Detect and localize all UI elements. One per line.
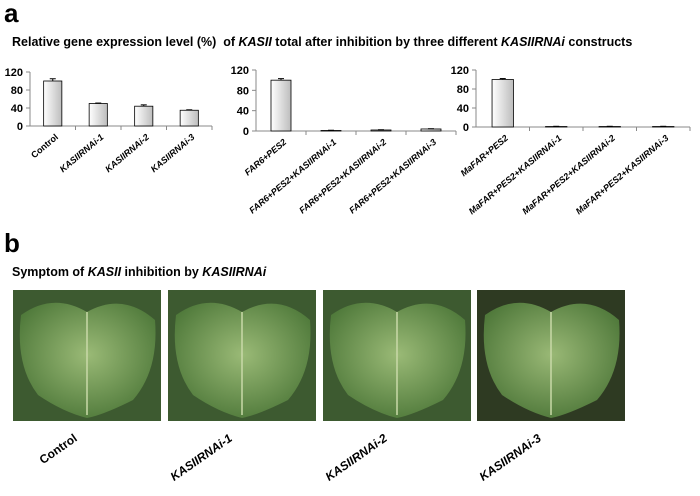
x-tick-label: MaFAR+PES2 [459, 133, 510, 178]
panel-subtitle: Symptom of KASII inhibition by KASIIRNAi [12, 265, 267, 279]
x-tick-label: FAR6+PES2+KASIIRNAi-3 [347, 137, 438, 216]
x-tick-label: FAR6+PES2+KASIIRNAi-2 [297, 137, 388, 216]
x-tick-label: MaFAR+PES2+KASIIRNAi-2 [520, 133, 617, 217]
bar [491, 79, 514, 128]
panel-title: Relative gene expression level (%) of KA… [12, 35, 632, 49]
x-tick-label: KASIIRNAi-2 [103, 132, 151, 174]
y-tick-label: 0 [463, 122, 469, 134]
title-segment: inhibition by [121, 265, 202, 279]
bar [88, 103, 108, 127]
x-tick-label: FAR6+PES2+KASIIRNAi-1 [247, 137, 338, 216]
x-tick-label: MaFAR+PES2+KASIIRNAi-1 [467, 133, 564, 217]
y-tick-label: 40 [11, 103, 23, 115]
title-segment: KASIIRNAi [501, 35, 565, 49]
title-segment: KASIIRNAi [202, 265, 266, 279]
y-tick-label: 120 [231, 65, 249, 77]
bar [179, 109, 199, 127]
title-segment: Relative gene expression level (%) of [12, 35, 238, 49]
x-tick-label: KASIIRNAi-1 [58, 132, 106, 174]
y-tick-label: 0 [243, 126, 249, 138]
title-segment: KASII [238, 35, 272, 49]
y-tick-label: 40 [457, 103, 469, 115]
bar [420, 128, 442, 132]
y-tick-label: 80 [237, 85, 249, 97]
y-tick-label: 0 [17, 121, 23, 133]
y-tick-label: 120 [451, 65, 469, 77]
y-tick-label: 120 [5, 67, 23, 79]
x-tick-label: FAR6+PES2 [243, 137, 289, 178]
y-tick-label: 80 [457, 84, 469, 96]
title-segment: total after inhibition by three differen… [272, 35, 501, 49]
photo-label: KASIIRNAi-1 [168, 431, 235, 484]
bar [270, 79, 292, 132]
panel-label: a [4, 0, 19, 28]
y-tick-label: 40 [237, 106, 249, 118]
x-tick-label: MaFAR+PES2+KASIIRNAi-3 [574, 133, 671, 217]
x-tick-label: KASIIRNAi-3 [149, 132, 197, 174]
bar [43, 80, 63, 127]
photo-label: KASIIRNAi-3 [477, 431, 544, 484]
photo-label: Control [37, 431, 80, 467]
title-segment: Symptom of [12, 265, 88, 279]
x-tick-label: Control [29, 132, 60, 160]
photo-label: KASIIRNAi-2 [323, 431, 390, 484]
title-segment: KASII [88, 265, 122, 279]
panel-label: b [4, 228, 20, 258]
title-segment: constructs [565, 35, 632, 49]
bar [134, 105, 154, 127]
y-tick-label: 80 [11, 85, 23, 97]
